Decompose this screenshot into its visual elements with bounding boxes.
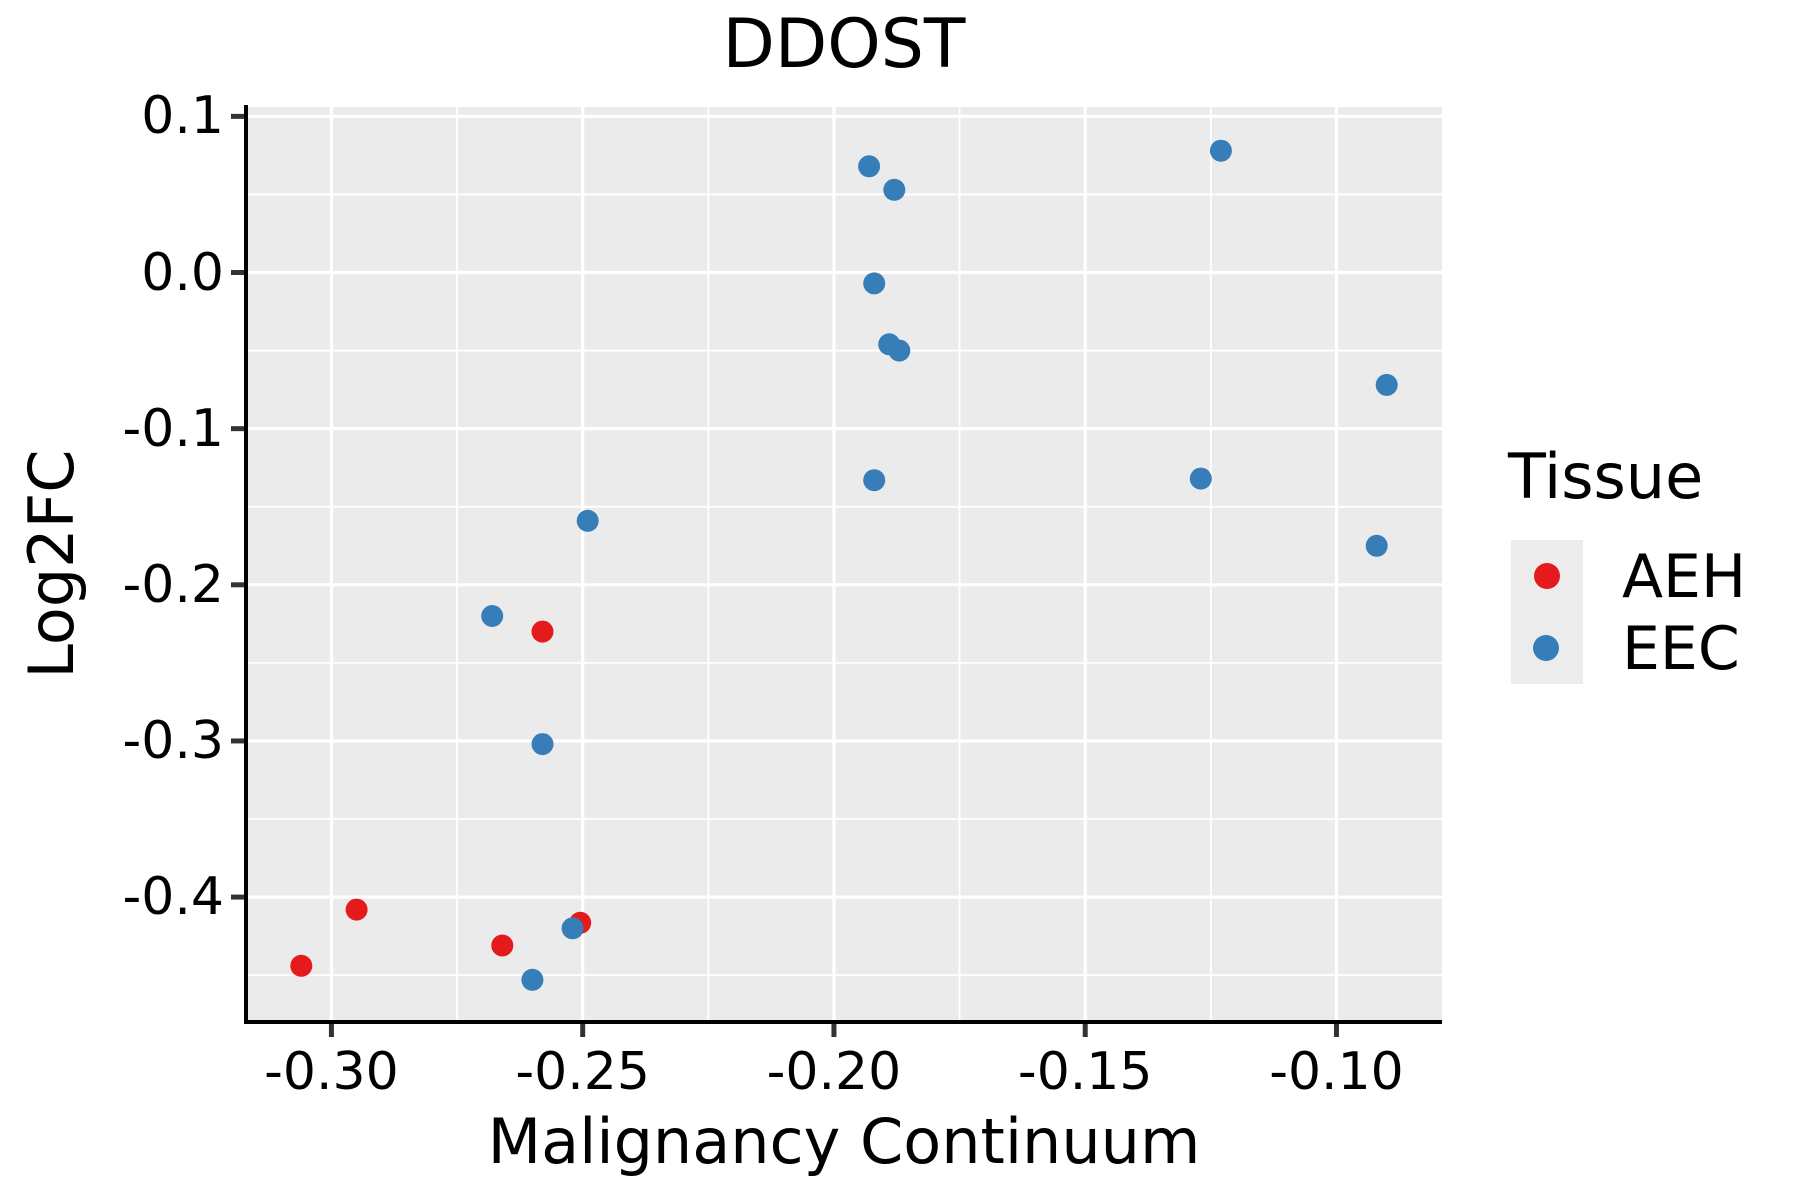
- point-eec: [481, 605, 504, 627]
- point-eec: [521, 968, 544, 991]
- y-tick-label: -0.3: [122, 710, 224, 771]
- x-tick-label: -0.30: [264, 1042, 399, 1102]
- legend-swatch-aeh: [1534, 563, 1560, 589]
- legend-label-eec: EEC: [1622, 614, 1740, 684]
- x-tick-label: -0.20: [766, 1042, 902, 1102]
- point-eec: [561, 917, 584, 940]
- legend-title: Tissue: [1508, 440, 1704, 513]
- x-axis-label: Malignancy Continuum: [487, 1105, 1201, 1178]
- point-aeh: [290, 954, 313, 977]
- legend-key-background: [1511, 540, 1583, 684]
- legend-label-aeh: AEH: [1622, 542, 1747, 612]
- y-tick-label: -0.1: [122, 398, 224, 459]
- minor-gridlines: [246, 107, 1442, 1022]
- data-points: [290, 139, 1398, 991]
- legend-swatch-eec: [1533, 635, 1559, 661]
- chart-title: DDOST: [722, 5, 966, 84]
- point-eec: [883, 178, 906, 201]
- x-tick-label: -0.10: [1269, 1042, 1404, 1102]
- x-tick-label: -0.15: [1017, 1042, 1153, 1102]
- point-eec: [1209, 139, 1232, 162]
- point-eec: [1375, 373, 1398, 396]
- y-tick-label: 0.1: [141, 86, 224, 147]
- y-tick-label: -0.2: [122, 554, 224, 615]
- point-aeh: [345, 898, 368, 921]
- point-eec: [1365, 534, 1388, 557]
- point-eec: [863, 469, 886, 492]
- y-tick-label: 0.0: [141, 242, 224, 303]
- point-aeh: [531, 620, 554, 643]
- x-tick-label: -0.25: [515, 1042, 650, 1102]
- point-eec: [1189, 467, 1212, 490]
- point-eec: [576, 509, 599, 532]
- point-eec: [863, 272, 886, 295]
- y-axis-label: Log2FC: [15, 449, 88, 679]
- point-aeh: [491, 934, 514, 957]
- point-eec: [531, 733, 554, 756]
- point-eec: [858, 155, 881, 178]
- major-gridlines: [246, 107, 1442, 1022]
- plot-panel-background: [246, 107, 1442, 1022]
- y-tick-label: -0.4: [122, 867, 224, 928]
- point-eec: [888, 339, 911, 362]
- axis-lines: [244, 105, 1442, 1024]
- axis-tick-marks: [231, 113, 1339, 1037]
